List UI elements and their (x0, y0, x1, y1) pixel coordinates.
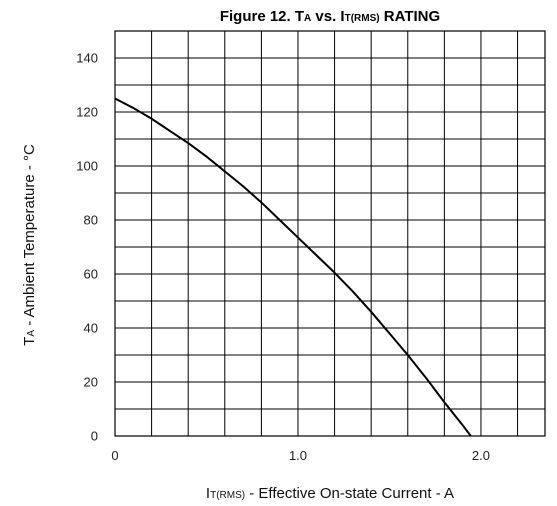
y-tick-label: 80 (84, 213, 98, 228)
y-tick-label: 40 (84, 321, 98, 336)
x-tick-label: 2.0 (472, 448, 490, 463)
x-tick-label: 0 (111, 448, 118, 463)
grid (115, 31, 545, 436)
y-tick-label: 140 (76, 51, 98, 66)
tick-labels: 0 1.0 2.0 0 20 40 60 80 100 120 140 (76, 51, 490, 464)
x-axis-label: IT(RMS) - Effective On-state Current - A (206, 485, 454, 502)
chart-title: Figure 12. TA vs. IT(RMS) RATING (220, 8, 440, 25)
series-line-1 (115, 97, 473, 436)
y-tick-label: 20 (84, 375, 98, 390)
y-axis-label: TA - Ambient Temperature - °C (21, 144, 38, 346)
series (115, 97, 473, 436)
y-tick-label: 120 (76, 105, 98, 120)
y-tick-label: 100 (76, 159, 98, 174)
x-tick-label: 1.0 (289, 448, 307, 463)
y-tick-label: 60 (84, 267, 98, 282)
y-tick-label: 0 (91, 429, 98, 444)
plot-border (114, 30, 546, 437)
